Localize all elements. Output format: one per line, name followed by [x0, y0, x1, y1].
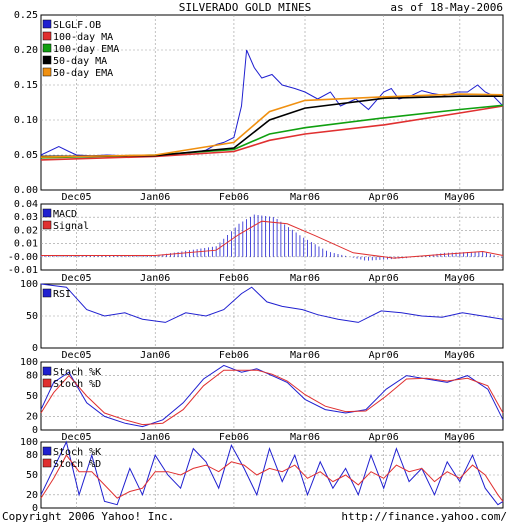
legend-swatch [42, 31, 52, 41]
series-line-stoch-k [40, 440, 504, 506]
source-url[interactable]: http://finance.yahoo.com/ [341, 510, 507, 523]
legend-label: Stoch %D [53, 459, 101, 470]
x-tick-label: Feb06 [219, 350, 249, 361]
x-tick-label: May06 [445, 192, 475, 203]
series-line-signal [41, 220, 504, 259]
series-line-50-day-ma [40, 95, 503, 158]
x-tick-label: Feb06 [219, 273, 249, 284]
x-tick-label: Feb06 [219, 432, 249, 443]
legend-swatch [42, 446, 52, 456]
y-tick-label: 50 [26, 391, 38, 402]
x-tick-label: Dec05 [61, 350, 91, 361]
legend-label: 50-day MA [53, 56, 107, 67]
y-tick-label: 20 [26, 490, 38, 501]
y-tick-label: 0.10 [14, 115, 38, 126]
legend-swatch [42, 378, 52, 388]
y-tick-label: -0.00 [8, 252, 38, 263]
x-tick-label: Jan06 [140, 432, 170, 443]
series-line-100-day-ma [40, 105, 504, 161]
y-tick-label: 100 [20, 279, 38, 290]
y-tick-label: 50 [26, 470, 38, 481]
legend-label: Stoch %K [53, 367, 101, 378]
price-panel: 0.000.050.100.150.200.25SLGLF.OB100-day … [14, 10, 504, 203]
legend-swatch [42, 43, 52, 53]
chart-title: SILVERADO GOLD MINES [179, 1, 311, 14]
x-tick-label: May06 [445, 432, 475, 443]
legend-label: Stoch %K [53, 447, 101, 458]
x-tick-label: May06 [445, 350, 475, 361]
legend-label: RSI [53, 289, 71, 300]
y-tick-label: 50 [26, 311, 38, 322]
legend-label: Stoch %D [53, 379, 101, 390]
legend-swatch [42, 19, 52, 29]
x-tick-label: Dec05 [61, 192, 91, 203]
legend-label: SLGLF.OB [53, 20, 101, 31]
x-tick-label: Mar06 [290, 273, 320, 284]
y-tick-label: 0 [32, 503, 38, 514]
x-tick-label: Feb06 [219, 192, 249, 203]
y-tick-label: 0 [32, 343, 38, 354]
y-tick-label: 80 [26, 371, 38, 382]
legend-label: MACD [53, 209, 77, 220]
y-tick-label: 0.02 [14, 225, 38, 236]
x-tick-label: Mar06 [290, 350, 320, 361]
y-tick-label: 0.15 [14, 80, 38, 91]
y-tick-label: 0.03 [14, 212, 38, 223]
y-tick-label: 0.01 [14, 239, 38, 250]
series-line-stoch-d [40, 369, 504, 426]
series-line-50-day-ema [40, 93, 504, 158]
series-line-100-day-ema [40, 104, 504, 159]
legend-label: Signal [53, 221, 89, 232]
legend-swatch [42, 458, 52, 468]
y-tick-label: 0.05 [14, 150, 38, 161]
x-tick-label: Jan06 [140, 273, 170, 284]
y-tick-label: 0 [32, 425, 38, 436]
legend-label: 50-day EMA [53, 68, 113, 79]
x-tick-label: Mar06 [290, 432, 320, 443]
panel-frame [40, 203, 504, 271]
series-line-stoch-d [40, 454, 504, 502]
legend-swatch [42, 55, 52, 65]
y-tick-label: 0.20 [14, 45, 38, 56]
x-tick-label: Jan06 [140, 192, 170, 203]
as-of-date: as of 18-May-2006 [390, 1, 503, 14]
copyright-text: Copyright 2006 Yahoo! Inc. [2, 510, 174, 523]
y-tick-label: 100 [20, 437, 38, 448]
legend-swatch [42, 67, 52, 77]
chart-panels: 0.000.050.100.150.200.25SLGLF.OB100-day … [8, 10, 504, 514]
legend-label: 100-day EMA [53, 44, 119, 55]
x-tick-label: Dec05 [61, 273, 91, 284]
x-tick-label: Apr06 [369, 350, 399, 361]
y-tick-label: 0.04 [14, 199, 38, 210]
y-tick-label: -0.01 [8, 265, 38, 276]
x-tick-label: Apr06 [369, 432, 399, 443]
y-tick-label: 80 [26, 450, 38, 461]
y-tick-label: 100 [20, 357, 38, 368]
x-tick-label: Dec05 [61, 432, 91, 443]
x-tick-label: Apr06 [369, 192, 399, 203]
y-tick-label: 20 [26, 411, 38, 422]
y-tick-label: 0.00 [14, 185, 38, 196]
x-tick-label: Mar06 [290, 192, 320, 203]
x-tick-label: May06 [445, 273, 475, 284]
x-tick-label: Jan06 [140, 350, 170, 361]
legend-swatch [42, 220, 52, 230]
series-line-rsi [40, 283, 504, 323]
rsi-panel: 0 50 100 RSI Dec05 Jan06 Feb06 Mar06 Apr06 May06 [20, 279, 504, 361]
y-tick-label: 0.25 [14, 10, 38, 21]
panel-frame [40, 14, 504, 191]
legend-label: 100-day MA [53, 32, 113, 43]
legend-swatch [42, 288, 52, 298]
legend-swatch [42, 208, 52, 218]
legend-swatch [42, 366, 52, 376]
x-tick-label: Apr06 [369, 273, 399, 284]
